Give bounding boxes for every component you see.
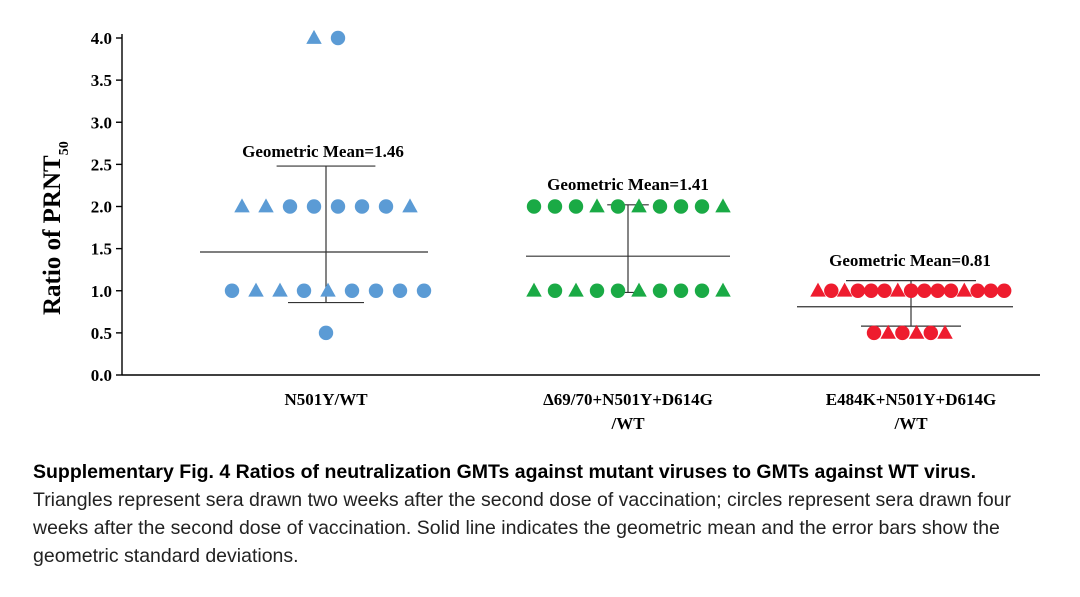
x-category-label: E484K+N501Y+D614G: [826, 390, 997, 409]
data-point-circle: [943, 283, 959, 298]
data-point-circle: [306, 199, 322, 214]
data-point-triangle: [890, 282, 906, 297]
data-point-triangle: [715, 198, 731, 213]
data-point-circle: [824, 283, 839, 298]
data-point-circle: [330, 199, 346, 214]
data-point-circle: [930, 283, 945, 298]
data-point-triangle: [715, 282, 731, 297]
data-point-triangle: [589, 198, 605, 213]
data-point-circle: [877, 283, 892, 298]
x-category-label: Δ69/70+N501Y+D614G: [543, 390, 713, 409]
data-point-circle: [547, 283, 563, 298]
y-tick-label: 2.0: [91, 198, 112, 217]
data-point-circle: [983, 283, 999, 298]
geometric-mean-label: Geometric Mean=0.81: [829, 251, 991, 270]
y-axis-label: Ratio of PRNT50: [39, 141, 72, 315]
y-tick-label: 3.5: [91, 71, 112, 90]
ratio-scatter-chart: 0.0 0.5 1.0 1.5 2.0 2.5 3.0 3.5 4.0 N501Y/WT Δ69/7…: [39, 29, 1040, 433]
data-point-circle: [318, 325, 334, 341]
figure-caption: Supplementary Fig. 4 Ratios of neutraliz…: [33, 458, 1057, 570]
data-point-triangle: [810, 282, 826, 297]
data-point-circle: [568, 199, 584, 214]
data-point-circle: [850, 283, 866, 298]
data-point-circle: [282, 199, 298, 214]
data-point-triangle: [526, 282, 542, 297]
caption-text: Triangles represent sera drawn two weeks…: [33, 489, 1012, 567]
data-point-circle: [694, 199, 710, 214]
data-point-circle: [547, 199, 563, 214]
axes: 0.0 0.5 1.0 1.5 2.0 2.5 3.0 3.5 4.0 N501Y/WT Δ69/7…: [91, 29, 1040, 433]
data-point-circle: [224, 283, 240, 298]
data-point-triangle: [956, 282, 973, 297]
y-tick-label: 4.0: [91, 29, 112, 48]
data-point-circle: [652, 199, 668, 214]
data-point-circle: [997, 283, 1012, 298]
x-category-label: N501Y/WT: [284, 390, 368, 409]
y-tick-label: 3.0: [91, 113, 112, 132]
x-category-label: /WT: [893, 414, 928, 433]
data-point-circle: [694, 283, 710, 298]
data-point-circle: [673, 283, 689, 298]
data-point-triangle: [631, 198, 647, 213]
data-point-circle: [866, 325, 882, 341]
data-point-circle: [296, 283, 312, 298]
data-point-circle: [330, 30, 346, 46]
data-point-circle: [610, 199, 626, 214]
data-point-circle: [903, 283, 919, 298]
data-point-circle: [917, 283, 932, 298]
y-tick-label: 0.0: [91, 366, 112, 385]
x-category-label: /WT: [610, 414, 645, 433]
data-point-triangle: [248, 282, 264, 297]
data-point-triangle: [306, 29, 322, 44]
data-point-triangle: [402, 198, 418, 213]
data-point-circle: [895, 325, 910, 341]
plot-area: Geometric Mean=1.46 Geometric Mean=1.41 Ge…: [200, 29, 1013, 341]
y-tick-label: 1.0: [91, 282, 112, 301]
data-point-circle: [378, 199, 394, 214]
data-point-circle: [344, 283, 360, 298]
data-point-triangle: [631, 282, 647, 297]
y-tick-label: 1.5: [91, 240, 112, 259]
data-point-circle: [923, 325, 938, 341]
geometric-mean-label: Geometric Mean=1.46: [242, 142, 404, 161]
data-point-circle: [864, 283, 879, 298]
data-point-triangle: [908, 324, 925, 339]
data-point-triangle: [272, 282, 288, 297]
y-axis-label-subscript: 50: [57, 141, 72, 155]
data-point-triangle: [937, 324, 953, 339]
data-point-circle: [368, 283, 384, 298]
data-point-circle: [652, 283, 668, 298]
data-point-circle: [970, 283, 985, 298]
data-point-circle: [589, 283, 605, 298]
data-point-triangle: [568, 282, 584, 297]
data-point-circle: [610, 283, 626, 298]
y-tick-label: 2.5: [91, 155, 112, 174]
geometric-mean-label: Geometric Mean=1.41: [547, 175, 709, 194]
data-point-triangle: [836, 282, 853, 297]
data-point-circle: [392, 283, 408, 298]
data-point-triangle: [234, 198, 250, 213]
data-point-circle: [416, 283, 432, 298]
data-point-circle: [526, 199, 542, 214]
data-point-triangle: [880, 324, 896, 339]
data-point-triangle: [258, 198, 274, 213]
caption-title: Supplementary Fig. 4 Ratios of neutraliz…: [33, 461, 976, 483]
data-point-circle: [354, 199, 370, 214]
data-point-triangle: [320, 282, 336, 297]
y-tick-label: 0.5: [91, 324, 112, 343]
data-point-circle: [673, 199, 689, 214]
